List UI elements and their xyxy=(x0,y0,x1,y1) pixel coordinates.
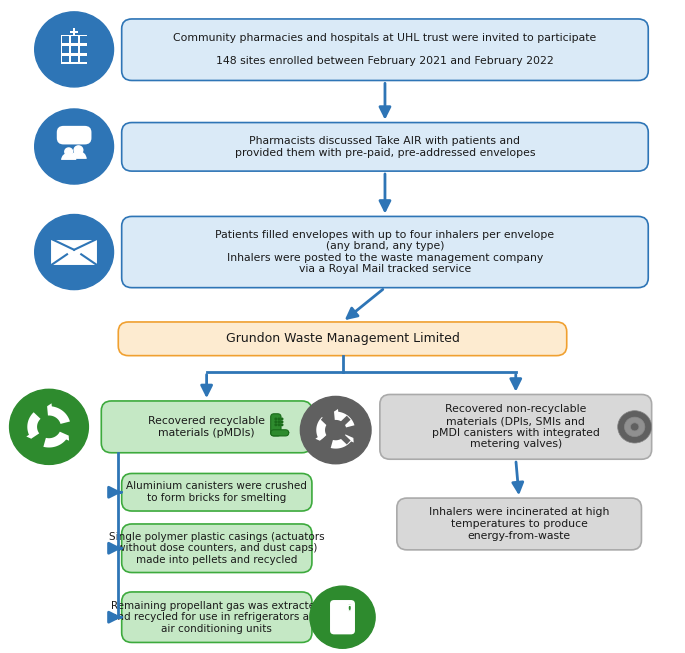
Wedge shape xyxy=(61,153,76,160)
Text: Recovered non-recyclable
materials (DPIs, SMIs and
pMDI canisters with integrate: Recovered non-recyclable materials (DPIs… xyxy=(432,404,599,449)
Polygon shape xyxy=(26,434,32,439)
Text: Remaining propellant gas was extracted
and recycled for use in refrigerators and: Remaining propellant gas was extracted a… xyxy=(111,601,323,634)
Text: Single polymer plastic casings (actuators
without dose counters, and dust caps)
: Single polymer plastic casings (actuator… xyxy=(109,532,325,565)
Polygon shape xyxy=(349,438,353,443)
Circle shape xyxy=(282,424,283,426)
Wedge shape xyxy=(71,151,87,159)
Circle shape xyxy=(35,214,114,289)
FancyBboxPatch shape xyxy=(71,31,78,33)
Text: Pharmacists discussed Take AIR with patients and
provided them with pre-paid, pr: Pharmacists discussed Take AIR with pati… xyxy=(235,136,535,157)
FancyBboxPatch shape xyxy=(61,35,87,64)
Circle shape xyxy=(301,396,371,464)
FancyBboxPatch shape xyxy=(122,216,648,288)
Polygon shape xyxy=(315,436,320,441)
FancyBboxPatch shape xyxy=(397,498,641,550)
FancyBboxPatch shape xyxy=(330,600,355,634)
FancyBboxPatch shape xyxy=(62,56,69,63)
Text: Community pharmacies and hospitals at UHL trust were invited to participate

148: Community pharmacies and hospitals at UH… xyxy=(173,33,597,67)
FancyBboxPatch shape xyxy=(62,37,69,43)
FancyBboxPatch shape xyxy=(79,37,87,43)
Polygon shape xyxy=(47,406,70,424)
Circle shape xyxy=(35,12,114,87)
Text: Recovered recyclable
materials (pMDIs): Recovered recyclable materials (pMDIs) xyxy=(148,416,265,438)
FancyBboxPatch shape xyxy=(119,322,566,356)
Circle shape xyxy=(275,424,277,426)
Circle shape xyxy=(278,424,279,426)
FancyBboxPatch shape xyxy=(380,394,651,459)
Text: Patients filled envelopes with up to four inhalers per envelope
(any brand, any : Patients filled envelopes with up to fou… xyxy=(215,230,555,274)
Circle shape xyxy=(618,411,651,443)
Circle shape xyxy=(625,417,645,437)
Polygon shape xyxy=(334,409,338,413)
FancyBboxPatch shape xyxy=(71,37,78,43)
Text: Aluminium canisters were crushed
to form bricks for smelting: Aluminium canisters were crushed to form… xyxy=(126,481,308,503)
Circle shape xyxy=(282,418,283,420)
Polygon shape xyxy=(43,432,68,447)
Circle shape xyxy=(310,586,375,648)
Polygon shape xyxy=(27,412,40,439)
FancyBboxPatch shape xyxy=(122,123,648,171)
FancyBboxPatch shape xyxy=(122,473,312,511)
Polygon shape xyxy=(331,434,353,449)
Circle shape xyxy=(278,418,279,420)
Circle shape xyxy=(65,148,73,155)
FancyBboxPatch shape xyxy=(122,524,312,573)
FancyBboxPatch shape xyxy=(122,592,312,643)
Circle shape xyxy=(35,109,114,184)
FancyBboxPatch shape xyxy=(73,28,75,35)
Circle shape xyxy=(278,421,279,422)
Circle shape xyxy=(275,418,277,420)
FancyBboxPatch shape xyxy=(271,430,289,436)
FancyBboxPatch shape xyxy=(79,56,87,63)
FancyBboxPatch shape xyxy=(101,401,312,453)
FancyBboxPatch shape xyxy=(271,414,281,436)
FancyBboxPatch shape xyxy=(57,126,92,144)
FancyBboxPatch shape xyxy=(71,46,78,53)
Circle shape xyxy=(282,421,283,422)
Polygon shape xyxy=(47,404,52,409)
Polygon shape xyxy=(64,436,69,441)
Circle shape xyxy=(10,389,88,464)
Text: Grundon Waste Management Limited: Grundon Waste Management Limited xyxy=(225,332,460,345)
Polygon shape xyxy=(334,411,354,428)
FancyBboxPatch shape xyxy=(51,238,98,266)
Circle shape xyxy=(74,146,83,154)
FancyBboxPatch shape xyxy=(348,605,351,611)
Polygon shape xyxy=(316,417,328,441)
Circle shape xyxy=(275,421,277,422)
Text: Inhalers were incinerated at high
temperatures to produce
energy-from-waste: Inhalers were incinerated at high temper… xyxy=(429,507,610,541)
FancyBboxPatch shape xyxy=(122,19,648,80)
FancyBboxPatch shape xyxy=(79,46,87,53)
FancyBboxPatch shape xyxy=(71,56,78,63)
FancyBboxPatch shape xyxy=(62,46,69,53)
Circle shape xyxy=(630,422,639,431)
